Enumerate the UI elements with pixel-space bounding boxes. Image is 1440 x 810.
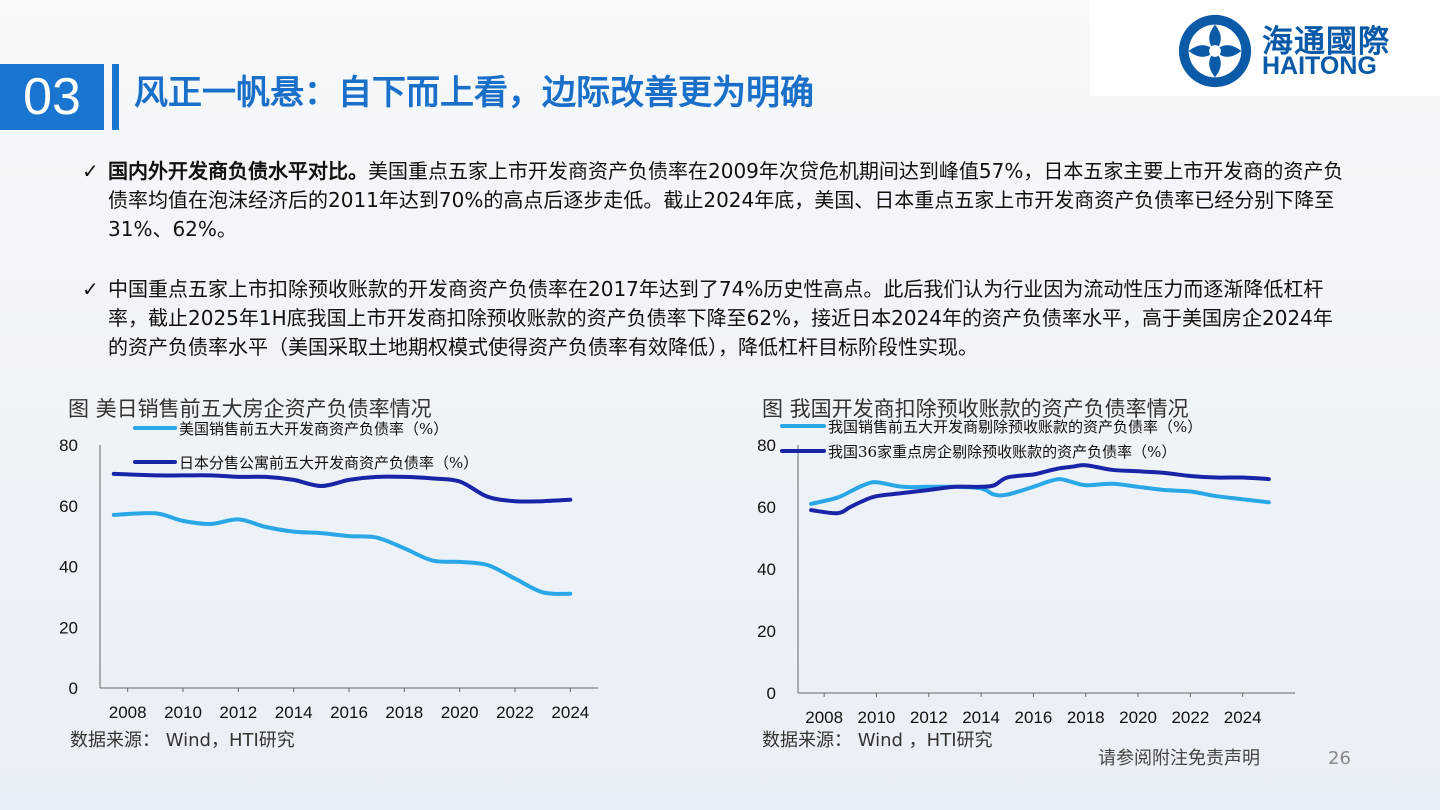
x-tick-label: 2020: [441, 703, 479, 722]
x-tick-label: 2008: [109, 703, 147, 722]
right-chart-title: 图 我国开发商扣除预收账款的资产负债率情况: [762, 397, 1189, 421]
y-tick-label: 0: [69, 679, 78, 698]
x-tick-label: 2012: [910, 708, 948, 727]
x-tick-label: 2014: [275, 703, 313, 722]
left-line-chart: 0 20 40 60 80 2008 2010 2012 2014 2016 2018 2020 202…: [59, 420, 598, 722]
x-tick-label: 2008: [805, 708, 843, 727]
series-line-2: [111, 471, 573, 504]
logo-chinese-text: 海通國際: [1262, 24, 1390, 60]
page-title: 风正一帆悬：自下而上看，边际改善更为明确: [134, 73, 814, 113]
bullet-1-lead: 国内外开发商负债水平对比。: [108, 159, 368, 183]
y-tick-label: 40: [757, 560, 776, 579]
x-tick-label: 2014: [962, 708, 1000, 727]
x-tick-label: 2016: [330, 703, 368, 722]
series-line-2: [809, 463, 1271, 516]
y-tick-label: 20: [59, 618, 78, 637]
x-tick-label: 2012: [219, 703, 257, 722]
x-tick-label: 2020: [1119, 708, 1157, 727]
left-chart-title: 图 美日销售前五大房企资产负债率情况: [68, 397, 432, 421]
x-tick-label: 2016: [1015, 708, 1053, 727]
right-source-note: 数据来源： Wind ，HTI研究: [762, 730, 993, 751]
y-tick-label: 20: [757, 622, 776, 641]
check-icon: ✓: [82, 277, 99, 301]
x-tick-label: 2010: [858, 708, 896, 727]
x-tick-label: 2024: [1224, 708, 1262, 727]
y-tick-label: 80: [59, 436, 78, 455]
x-tick-label: 2010: [164, 703, 202, 722]
y-tick-label: 40: [59, 558, 78, 577]
x-tick-label: 2018: [385, 703, 423, 722]
y-tick-label: 80: [757, 436, 776, 455]
bullet-2-text: 中国重点五家上市扣除预收账款的开发商资产负债率在2017年达到了74%历史性高点…: [108, 275, 1348, 362]
right-line-chart: 0 20 40 60 80 2008 2010 2012 2014 2016 2018 2020 202…: [757, 418, 1295, 727]
series-line-1: [111, 511, 573, 596]
series-line-1: [809, 477, 1271, 506]
y-tick-label: 60: [757, 498, 776, 517]
logo-english-text: HAITONG: [1262, 52, 1377, 80]
y-tick-label: 0: [767, 684, 776, 703]
legend-label-2: 我国36家重点房企剔除预收账款的资产负债率（%）: [828, 443, 1176, 461]
y-tick-label: 60: [59, 497, 78, 516]
section-number: 03: [0, 64, 104, 130]
x-tick-label: 2018: [1067, 708, 1105, 727]
title-accent-bar: [112, 64, 119, 130]
x-tick-label: 2024: [551, 703, 589, 722]
bullet-1-text: 国内外开发商负债水平对比。美国重点五家上市开发商资产负债率在2009年次贷危机期…: [108, 157, 1348, 244]
haitong-logo-icon: [1178, 14, 1252, 88]
page-number: 26: [1328, 748, 1351, 769]
check-icon: ✓: [82, 159, 99, 183]
x-tick-label: 2022: [496, 703, 534, 722]
disclaimer[interactable]: 请参阅附注免责声明: [1098, 748, 1260, 769]
legend-label-1: 美国销售前五大开发商资产负债率（%）: [179, 420, 448, 438]
bullet-1-body: 美国重点五家上市开发商资产负债率在2009年次贷危机期间达到峰值57%，日本五家…: [108, 159, 1344, 241]
bullet-2-body: 中国重点五家上市扣除预收账款的开发商资产负债率在2017年达到了74%历史性高点…: [108, 277, 1333, 359]
legend-label-1: 我国销售前五大开发商剔除预收账款的资产负债率（%）: [828, 418, 1202, 436]
legend-label-2: 日本分售公寓前五大开发商资产负债率（%）: [179, 454, 478, 472]
x-tick-label: 2022: [1171, 708, 1209, 727]
logo-area: [1090, 0, 1440, 96]
left-source-note: 数据来源： Wind，HTI研究: [70, 730, 295, 751]
